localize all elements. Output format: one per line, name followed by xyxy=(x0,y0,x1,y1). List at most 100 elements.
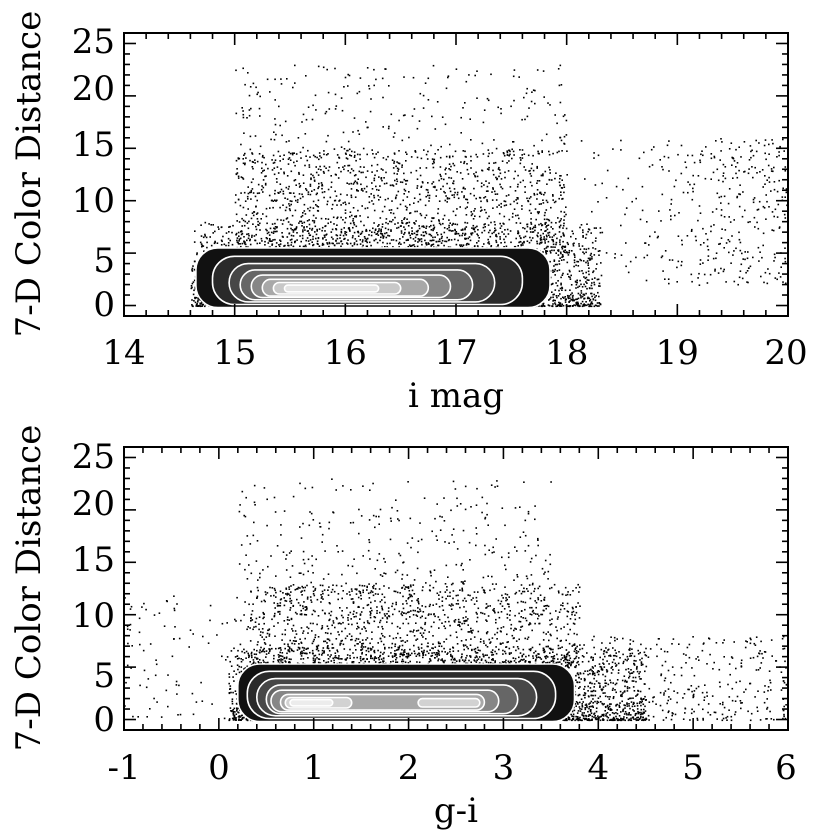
scatter-point xyxy=(527,200,529,202)
scatter-point xyxy=(200,224,202,226)
scatter-point xyxy=(294,179,297,181)
scatter-point xyxy=(325,233,328,236)
scatter-point xyxy=(430,144,432,147)
scatter-point xyxy=(559,251,562,254)
scatter-point xyxy=(720,267,722,270)
scatter-point xyxy=(344,232,346,235)
scatter-point xyxy=(335,239,337,242)
scatter-point xyxy=(448,197,451,200)
scatter-point xyxy=(348,164,351,167)
scatter-point xyxy=(539,234,542,237)
scatter-point xyxy=(559,243,561,246)
scatter-point xyxy=(285,206,288,209)
scatter-point xyxy=(531,91,533,93)
scatter-point xyxy=(523,236,525,239)
scatter-point xyxy=(306,237,309,239)
scatter-point xyxy=(288,232,290,235)
scatter-point xyxy=(361,651,363,654)
scatter-point xyxy=(508,160,510,162)
scatter-point xyxy=(494,161,497,164)
scatter-point xyxy=(674,214,676,217)
scatter-point xyxy=(267,231,270,234)
scatter-point xyxy=(236,168,238,170)
scatter-point xyxy=(571,710,574,713)
scatter-point xyxy=(720,138,722,140)
scatter-point xyxy=(767,164,770,167)
scatter-point xyxy=(478,196,481,199)
scatter-point xyxy=(411,227,413,229)
scatter-point xyxy=(472,218,475,220)
scatter-point xyxy=(465,80,468,83)
scatter-point xyxy=(358,133,361,135)
scatter-point xyxy=(242,178,245,180)
scatter-point xyxy=(557,280,559,282)
scatter-point xyxy=(693,161,696,164)
scatter-point xyxy=(417,238,420,240)
scatter-point xyxy=(553,293,555,296)
scatter-point xyxy=(342,166,344,168)
scatter-point xyxy=(554,233,557,235)
scatter-point xyxy=(463,162,465,165)
scatter-point xyxy=(550,283,552,286)
scatter-point xyxy=(255,225,257,228)
scatter-point xyxy=(517,232,520,235)
scatter-point xyxy=(536,167,538,169)
scatter-point xyxy=(764,175,766,177)
scatter-point xyxy=(517,198,519,200)
scatter-point xyxy=(546,250,549,252)
scatter-point xyxy=(505,245,508,248)
scatter-point xyxy=(444,168,446,171)
scatter-point xyxy=(514,190,517,192)
scatter-point xyxy=(694,235,697,238)
scatter-point xyxy=(517,231,520,234)
scatter-point xyxy=(412,76,415,79)
scatter-point xyxy=(561,246,563,248)
scatter-point xyxy=(360,232,363,235)
scatter-point xyxy=(560,218,562,220)
scatter-point xyxy=(513,200,515,203)
scatter-point xyxy=(562,197,564,200)
scatter-point xyxy=(199,299,201,301)
scatter-point xyxy=(583,298,585,300)
scatter-point xyxy=(390,184,392,187)
scatter-point xyxy=(735,148,737,151)
scatter-point xyxy=(441,235,443,238)
scatter-point xyxy=(315,217,317,219)
scatter-point xyxy=(641,209,644,212)
scatter-point xyxy=(260,188,263,191)
scatter-point xyxy=(405,183,407,185)
scatter-point xyxy=(316,205,318,207)
scatter-point xyxy=(524,186,526,188)
scatter-point xyxy=(444,192,446,194)
scatter-point xyxy=(498,166,500,169)
scatter-point xyxy=(507,233,510,235)
scatter-point xyxy=(585,276,588,279)
scatter-point xyxy=(245,214,248,216)
scatter-point xyxy=(573,261,576,264)
scatter-point xyxy=(292,246,295,248)
scatter-point xyxy=(496,193,499,195)
scatter-point xyxy=(229,239,231,242)
scatter-point xyxy=(275,242,278,244)
scatter-point xyxy=(715,257,717,260)
scatter-point xyxy=(548,304,551,307)
scatter-point xyxy=(477,234,479,237)
scatter-point xyxy=(549,172,551,174)
scatter-point xyxy=(293,161,295,164)
scatter-point xyxy=(288,157,291,159)
scatter-point xyxy=(681,260,683,263)
scatter-point xyxy=(306,220,309,222)
scatter-point xyxy=(599,285,601,287)
scatter-point xyxy=(382,157,385,159)
scatter-point xyxy=(407,246,410,248)
scatter-point xyxy=(513,177,515,180)
scatter-point xyxy=(248,94,251,97)
scatter-point xyxy=(493,190,496,193)
scatter-point xyxy=(738,238,741,241)
scatter-point xyxy=(340,204,342,206)
scatter-point xyxy=(373,179,376,182)
scatter-point xyxy=(293,179,296,182)
scatter-point xyxy=(411,244,414,247)
scatter-point xyxy=(577,265,580,267)
scatter-point xyxy=(344,221,346,224)
